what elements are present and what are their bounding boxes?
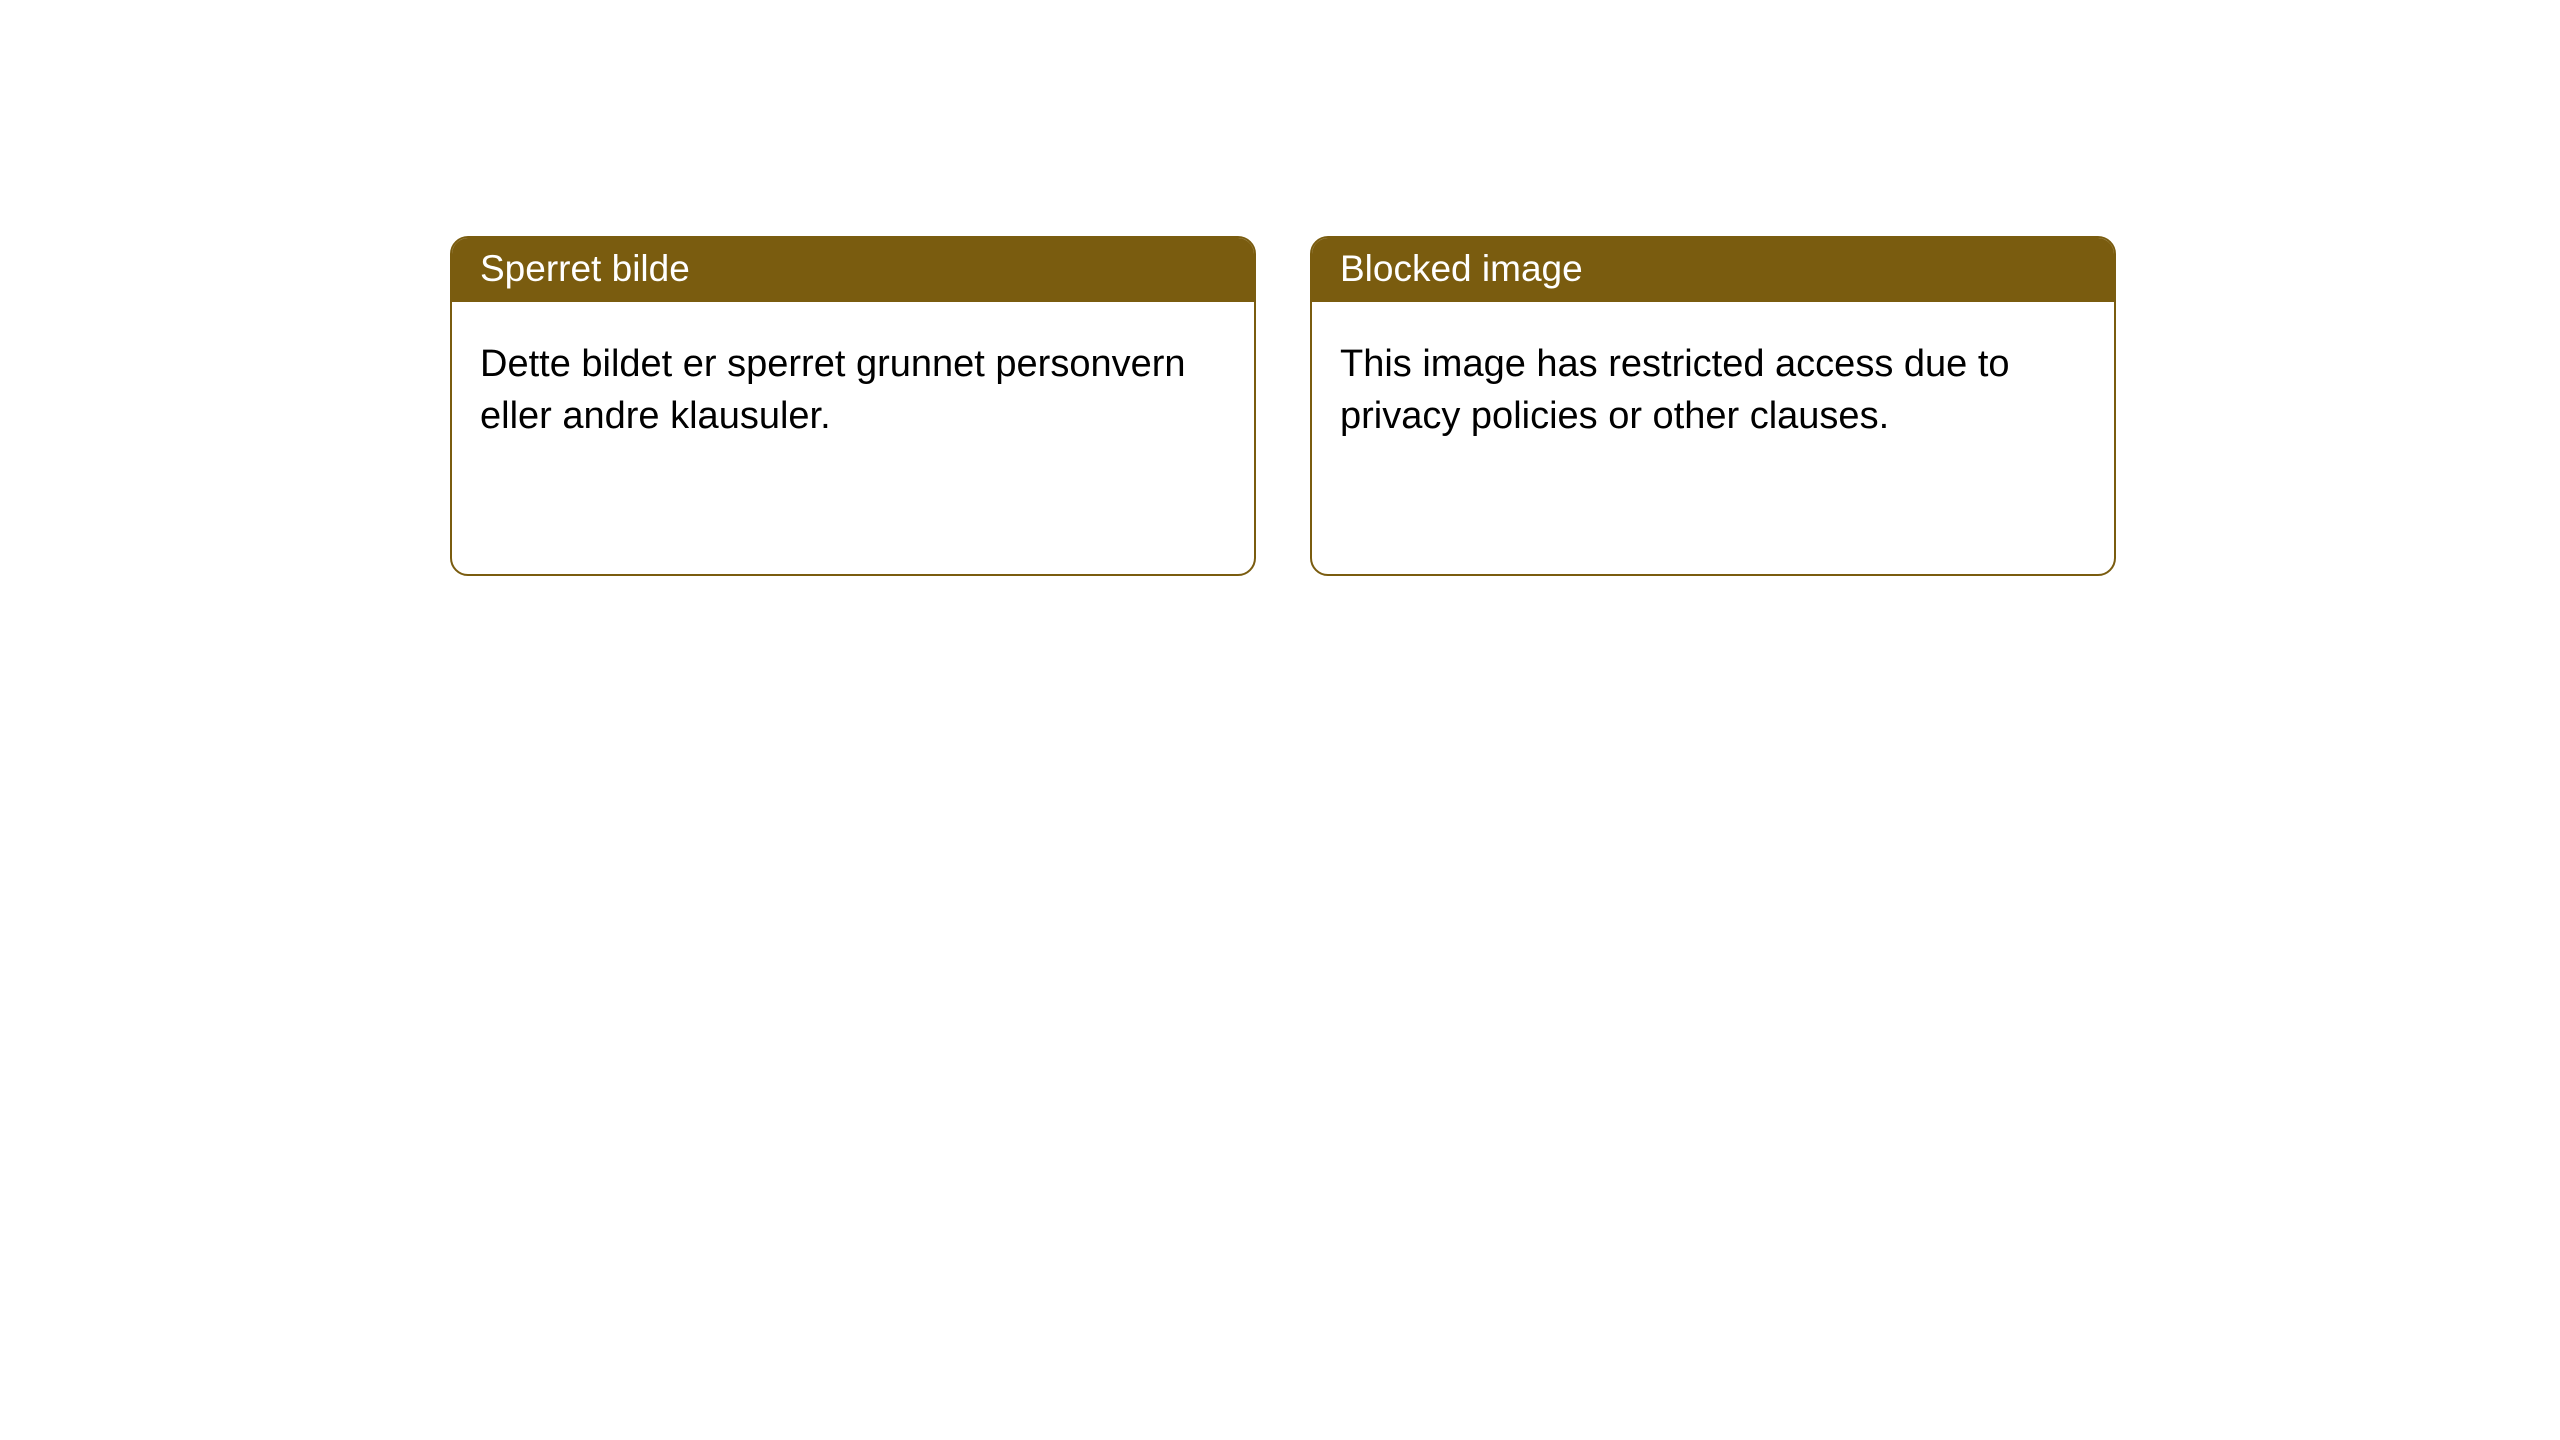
card-body: Dette bildet er sperret grunnet personve…	[452, 302, 1254, 470]
card-header: Sperret bilde	[452, 238, 1254, 302]
card-body: This image has restricted access due to …	[1312, 302, 2114, 470]
notice-card-english: Blocked image This image has restricted …	[1310, 236, 2116, 576]
card-header: Blocked image	[1312, 238, 2114, 302]
notice-cards-container: Sperret bilde Dette bildet er sperret gr…	[0, 0, 2560, 576]
notice-card-norwegian: Sperret bilde Dette bildet er sperret gr…	[450, 236, 1256, 576]
